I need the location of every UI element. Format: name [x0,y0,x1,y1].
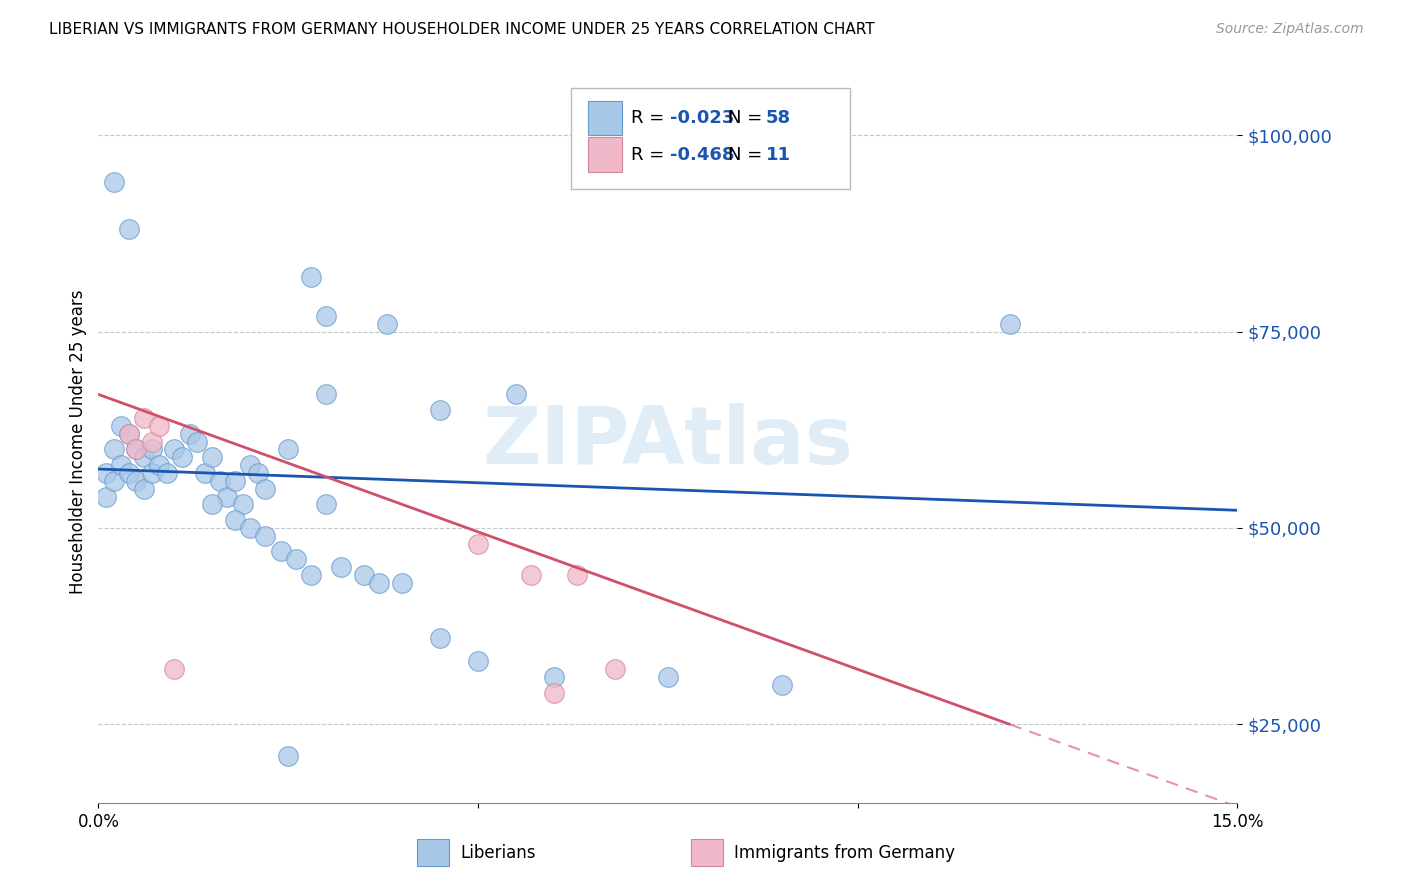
Point [520,568,543,582]
Point [132,482,155,496]
Point [217,490,239,504]
Text: LIBERIAN VS IMMIGRANTS FROM GERMANY HOUSEHOLDER INCOME UNDER 25 YEARS CORRELATIO: LIBERIAN VS IMMIGRANTS FROM GERMANY HOUS… [49,22,875,37]
Text: N =: N = [728,145,768,164]
Point [330,560,353,574]
Point [315,387,337,401]
Point [194,466,217,480]
Point [299,269,322,284]
Point [770,678,793,692]
Point [163,442,186,457]
Point [132,411,155,425]
Point [110,418,132,433]
FancyBboxPatch shape [571,87,851,189]
Point [118,466,141,480]
Point [94,466,117,480]
Point [118,222,141,236]
Point [103,442,125,457]
Point [224,474,246,488]
Point [110,458,132,472]
Text: Source: ZipAtlas.com: Source: ZipAtlas.com [1216,22,1364,37]
Point [163,662,186,676]
Text: 11: 11 [766,145,790,164]
Point [201,497,224,511]
Point [141,466,163,480]
Point [368,575,391,590]
Point [657,670,679,684]
Point [224,513,246,527]
Y-axis label: Householder Income Under 25 years: Householder Income Under 25 years [69,289,87,594]
Point [299,568,322,582]
Point [254,482,277,496]
Point [375,317,398,331]
Point [125,442,148,457]
Text: N =: N = [728,109,768,127]
Text: ZIPAtlas: ZIPAtlas [482,402,853,481]
Point [565,568,588,582]
Point [315,309,337,323]
Point [141,434,163,449]
Point [277,442,299,457]
Point [284,552,307,566]
Point [201,450,224,465]
Point [148,418,170,433]
Point [543,686,565,700]
Point [353,568,375,582]
Text: Immigrants from Germany: Immigrants from Germany [734,844,955,862]
Point [254,529,277,543]
Point [179,426,201,441]
FancyBboxPatch shape [588,101,623,136]
Point [467,536,489,550]
Point [467,655,489,669]
Point [118,426,141,441]
Point [270,544,292,558]
Point [239,521,262,535]
Point [125,442,148,457]
Point [246,466,269,480]
Point [103,175,125,189]
Point [103,474,125,488]
Point [148,458,170,472]
Point [391,575,413,590]
Text: -0.468: -0.468 [671,145,734,164]
Point [429,631,451,645]
Point [505,387,527,401]
Point [429,403,451,417]
Point [277,748,299,763]
Point [186,434,208,449]
Point [315,497,337,511]
FancyBboxPatch shape [418,838,449,866]
Text: R =: R = [631,109,671,127]
Point [232,497,254,511]
FancyBboxPatch shape [690,838,723,866]
Text: -0.023: -0.023 [671,109,734,127]
Point [118,426,141,441]
Point [141,442,163,457]
Point [239,458,262,472]
Point [543,670,565,684]
Point [208,474,231,488]
Text: Liberians: Liberians [461,844,536,862]
FancyBboxPatch shape [588,137,623,172]
Text: 58: 58 [766,109,792,127]
Point [603,662,626,676]
Point [170,450,193,465]
Point [132,450,155,465]
Point [125,474,148,488]
Text: R =: R = [631,145,671,164]
Point [156,466,179,480]
Point [94,490,117,504]
Point [998,317,1021,331]
